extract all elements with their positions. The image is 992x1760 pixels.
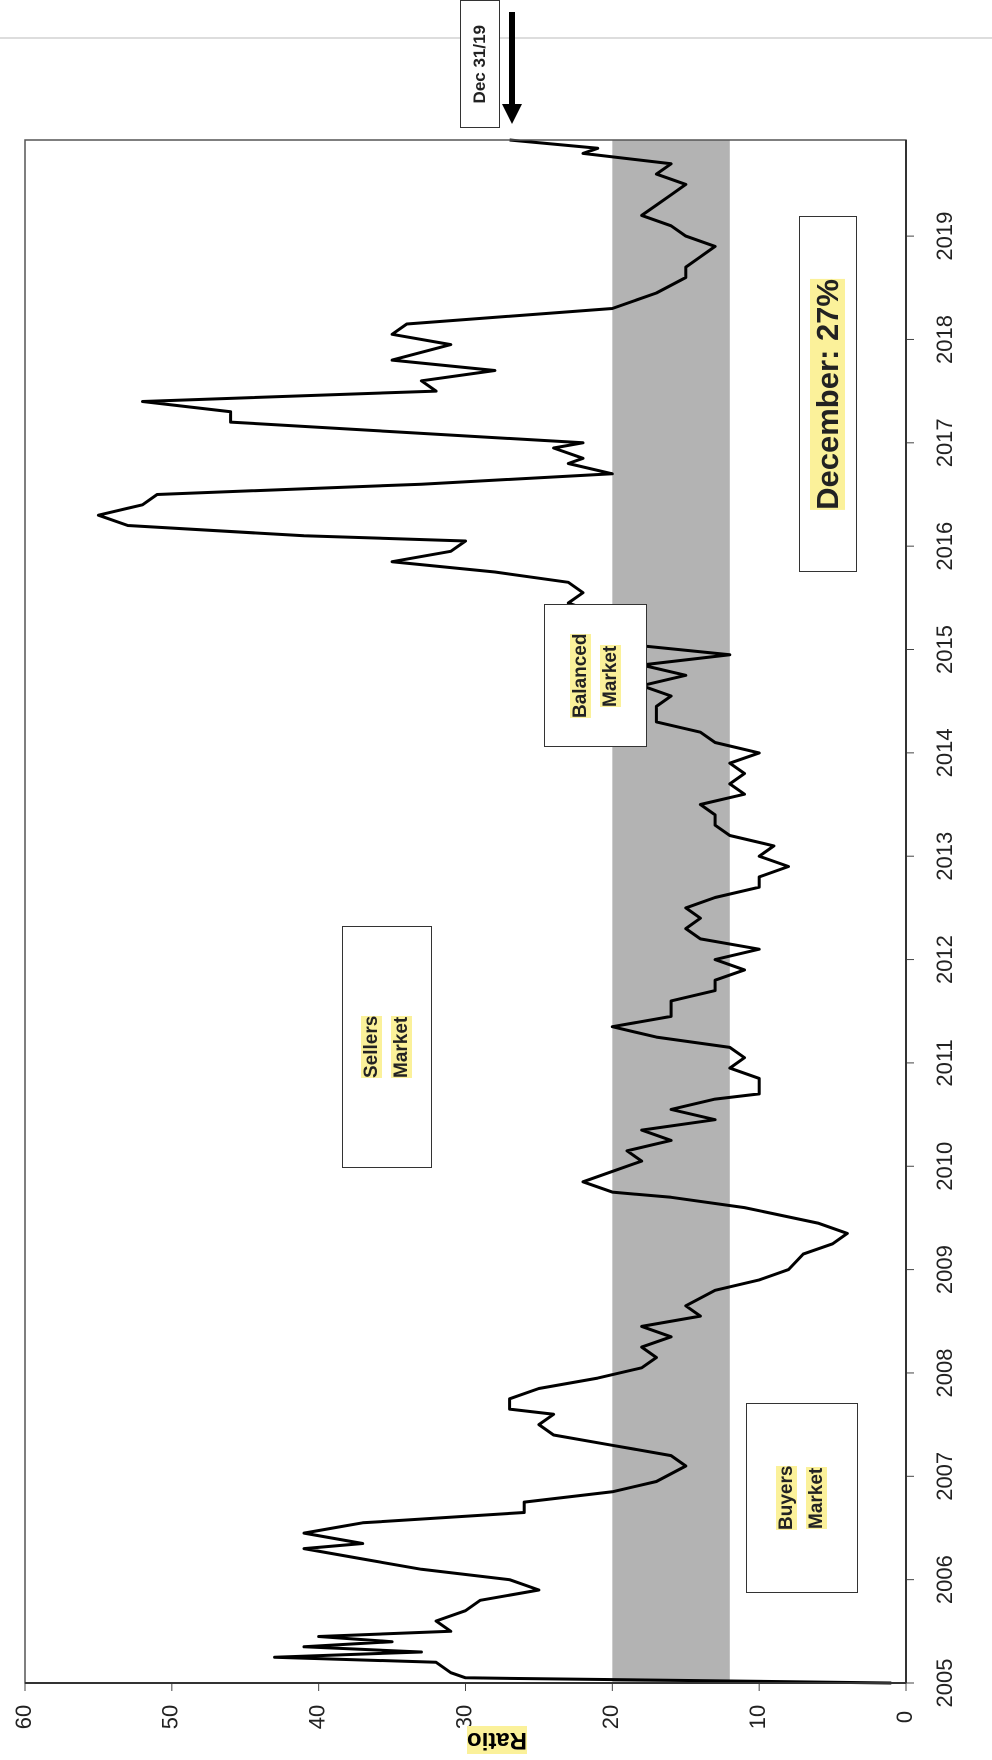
x-tick-label: 2009	[932, 1245, 957, 1294]
x-tick-label: 2011	[932, 1039, 957, 1086]
y-tick-label: 40	[304, 1705, 329, 1729]
balanced-text: Balanced Market	[569, 633, 621, 718]
y-tick-label: 30	[451, 1705, 476, 1729]
x-tick-label: 2006	[932, 1555, 957, 1604]
sellers-label: Sellers Market	[357, 997, 417, 1097]
balanced-band	[612, 140, 730, 1683]
date-label: Dec 31/19	[470, 24, 489, 104]
x-tick-label: 2019	[932, 212, 957, 261]
x-tick-label: 2007	[932, 1452, 957, 1501]
x-tick-label: 2016	[932, 522, 957, 571]
x-tick-label: 2013	[932, 832, 957, 881]
summary-label: December: 27%	[810, 278, 846, 510]
y-tick-label: 0	[892, 1711, 917, 1723]
x-tick-label: 2005	[932, 1659, 957, 1708]
x-tick-label: 2014	[932, 728, 957, 777]
x-tick-label: 2018	[932, 315, 957, 364]
y-tick-label: 20	[598, 1705, 623, 1729]
x-tick-label: 2010	[932, 1142, 957, 1191]
summary-text: December: 27%	[810, 278, 845, 510]
buyers-box: Buyers Market	[746, 1403, 858, 1593]
plot: 0 10 20 30 40 50 60 2005 2006 2007 2008 2009 2010 201…	[11, 138, 957, 1729]
x-tick-label: 2015	[932, 625, 957, 674]
balanced-label: Balanced Market	[566, 626, 626, 726]
sellers-text: Sellers Market	[361, 1015, 412, 1079]
arrow-head	[502, 104, 522, 124]
y-tick-label: 60	[11, 1705, 36, 1729]
date-box: Dec 31/19	[460, 0, 500, 128]
axis-label: Ratio	[467, 1726, 527, 1754]
x-tick-label: 2008	[932, 1348, 957, 1397]
x-tick-label: 2017	[932, 418, 957, 467]
sellers-box: Sellers Market	[342, 926, 432, 1168]
balanced-box: Balanced Market	[544, 604, 647, 747]
x-tick-label: 2012	[932, 935, 957, 984]
buyers-text: Buyers Market	[776, 1465, 827, 1531]
axis-label-wrap: Ratio	[467, 1722, 527, 1758]
ratio-line	[96, 138, 892, 1685]
y-tick-label: 50	[158, 1705, 183, 1729]
buyers-label: Buyers Market	[772, 1453, 832, 1543]
y-tick-label: 10	[745, 1705, 770, 1729]
summary-box: December: 27%	[799, 216, 857, 572]
